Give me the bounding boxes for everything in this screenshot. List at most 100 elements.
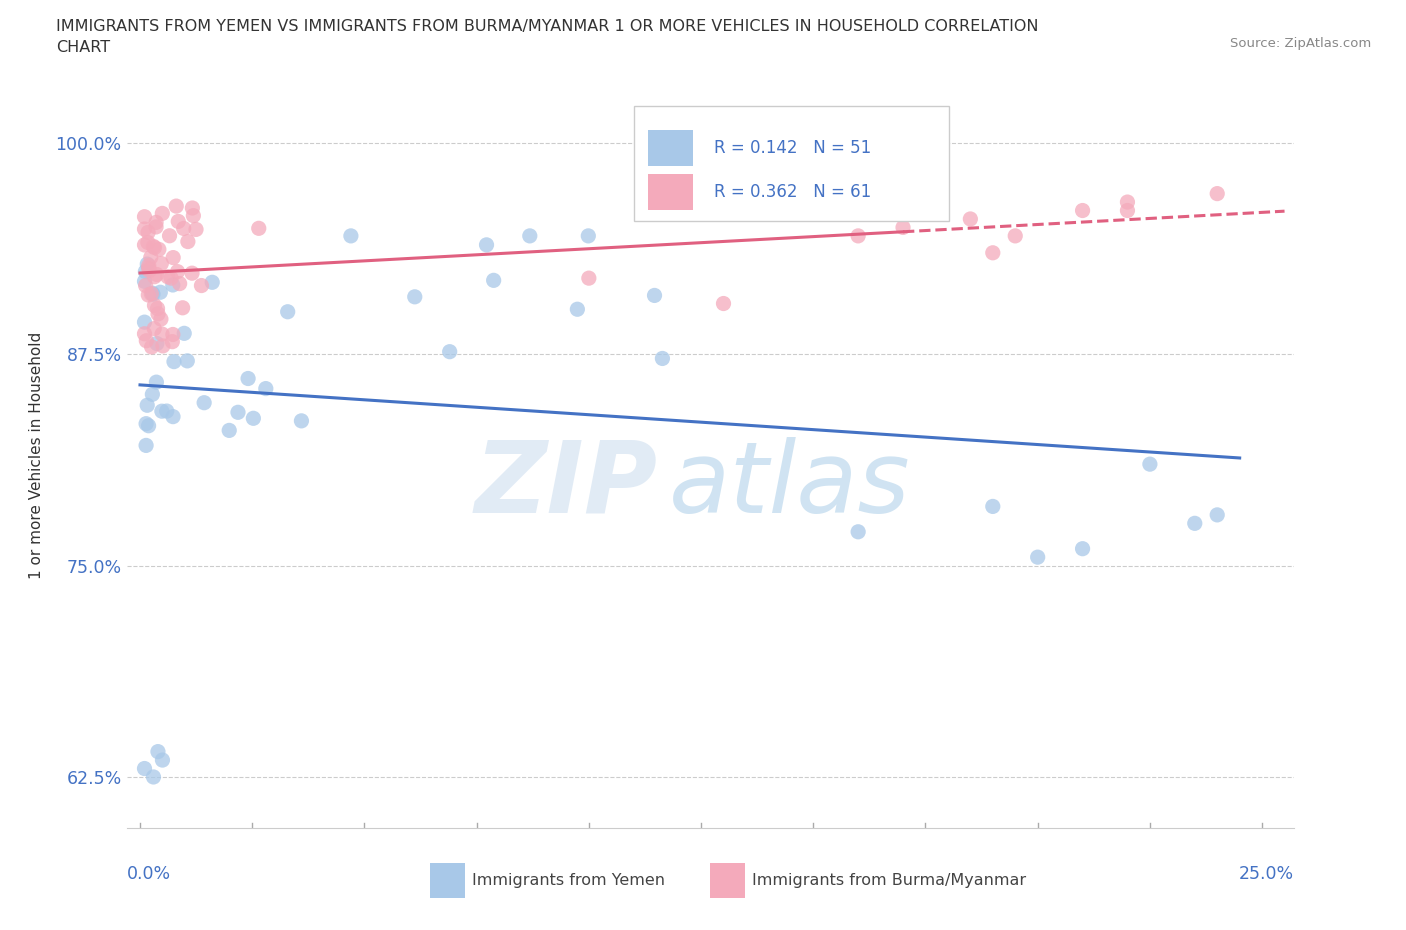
Point bbox=[173, 221, 195, 236]
Point bbox=[193, 395, 215, 410]
Point bbox=[1139, 457, 1161, 472]
Point bbox=[177, 234, 200, 249]
Point bbox=[183, 208, 205, 223]
Point bbox=[644, 288, 666, 303]
Y-axis label: 1 or more Vehicles in Household: 1 or more Vehicles in Household bbox=[30, 332, 45, 579]
Point bbox=[149, 285, 172, 299]
Point bbox=[166, 264, 188, 279]
Point bbox=[169, 276, 191, 291]
Text: CHART: CHART bbox=[56, 40, 110, 55]
Point bbox=[142, 286, 165, 301]
Point bbox=[145, 219, 167, 234]
Point bbox=[142, 239, 165, 254]
Point bbox=[145, 375, 167, 390]
Text: R = 0.362   N = 61: R = 0.362 N = 61 bbox=[713, 183, 870, 201]
Bar bbox=[710, 863, 745, 898]
Point bbox=[1026, 550, 1049, 565]
Bar bbox=[648, 130, 693, 166]
Point bbox=[143, 270, 166, 285]
Point bbox=[181, 201, 204, 216]
Point bbox=[981, 246, 1004, 260]
Point bbox=[145, 267, 167, 282]
Point bbox=[519, 229, 541, 244]
Point bbox=[160, 271, 183, 286]
Point bbox=[247, 221, 270, 236]
Point bbox=[340, 229, 363, 244]
Point bbox=[567, 302, 589, 317]
Point bbox=[141, 339, 163, 354]
Point bbox=[150, 404, 173, 418]
Point bbox=[172, 300, 194, 315]
Point bbox=[138, 263, 160, 278]
Point bbox=[190, 278, 212, 293]
Point bbox=[218, 423, 240, 438]
Point bbox=[135, 333, 157, 348]
Point bbox=[181, 266, 204, 281]
Point bbox=[404, 289, 426, 304]
Point bbox=[162, 409, 184, 424]
Point bbox=[576, 229, 599, 244]
Point bbox=[1206, 508, 1229, 523]
Point bbox=[162, 277, 184, 292]
Point bbox=[439, 344, 461, 359]
Point bbox=[149, 312, 172, 326]
Point bbox=[141, 387, 163, 402]
Point bbox=[167, 214, 190, 229]
Point bbox=[134, 237, 156, 252]
Bar bbox=[648, 175, 693, 210]
Point bbox=[150, 256, 173, 271]
Point bbox=[146, 744, 169, 759]
Point bbox=[148, 242, 170, 257]
Point bbox=[713, 296, 735, 311]
Point bbox=[242, 411, 264, 426]
Point bbox=[143, 240, 166, 255]
Point bbox=[290, 414, 312, 429]
Point bbox=[142, 769, 165, 784]
Point bbox=[981, 499, 1004, 514]
Text: IMMIGRANTS FROM YEMEN VS IMMIGRANTS FROM BURMA/MYANMAR 1 OR MORE VEHICLES IN HOU: IMMIGRANTS FROM YEMEN VS IMMIGRANTS FROM… bbox=[56, 19, 1039, 33]
Point bbox=[156, 404, 179, 418]
Point bbox=[138, 260, 160, 275]
Point bbox=[152, 339, 174, 353]
Point bbox=[1116, 203, 1139, 218]
Point bbox=[578, 271, 600, 286]
Point bbox=[134, 221, 156, 236]
Point bbox=[136, 225, 159, 240]
Point bbox=[134, 761, 156, 776]
Bar bbox=[430, 863, 465, 898]
Point bbox=[1184, 516, 1206, 531]
Point bbox=[226, 405, 249, 419]
Text: Immigrants from Yemen: Immigrants from Yemen bbox=[472, 873, 665, 888]
Point bbox=[846, 229, 869, 244]
Point bbox=[134, 314, 156, 329]
Point bbox=[146, 301, 169, 316]
Point bbox=[139, 250, 162, 265]
Point bbox=[162, 250, 184, 265]
Point bbox=[1206, 186, 1229, 201]
Point bbox=[150, 206, 173, 220]
Point bbox=[165, 199, 187, 214]
Point bbox=[141, 286, 163, 301]
Point bbox=[143, 321, 166, 336]
Point bbox=[1071, 203, 1094, 218]
Point bbox=[134, 326, 156, 341]
Point bbox=[184, 222, 207, 237]
Text: atlas: atlas bbox=[669, 437, 911, 534]
Point bbox=[475, 237, 498, 252]
Point bbox=[846, 525, 869, 539]
Point bbox=[134, 209, 156, 224]
Text: 0.0%: 0.0% bbox=[127, 865, 170, 883]
Point bbox=[959, 211, 981, 226]
Text: Immigrants from Burma/Myanmar: Immigrants from Burma/Myanmar bbox=[752, 873, 1026, 888]
Point bbox=[136, 398, 159, 413]
Point bbox=[254, 381, 277, 396]
Point bbox=[176, 353, 198, 368]
Point bbox=[146, 336, 169, 351]
Point bbox=[136, 287, 159, 302]
Point bbox=[146, 306, 169, 321]
Point bbox=[162, 334, 184, 349]
Point bbox=[891, 220, 914, 235]
FancyBboxPatch shape bbox=[634, 106, 949, 221]
Text: Source: ZipAtlas.com: Source: ZipAtlas.com bbox=[1230, 37, 1371, 50]
Point bbox=[138, 259, 160, 273]
